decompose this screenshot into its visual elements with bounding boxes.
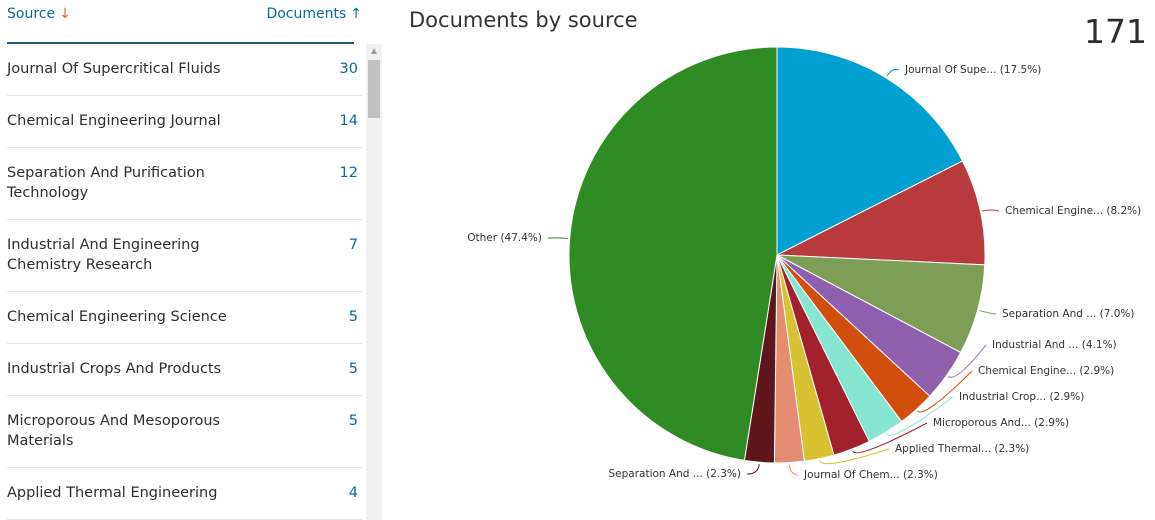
table-row[interactable]: Industrial Crops And Products 5 — [7, 344, 362, 396]
document-count[interactable]: 5 — [348, 413, 358, 429]
pie-slice[interactable] — [568, 46, 778, 462]
document-count[interactable]: 7 — [348, 237, 358, 253]
leader-line — [789, 464, 799, 476]
slice-label: Separation And ... (7.0%) — [1002, 308, 1135, 320]
leader-line — [547, 237, 568, 239]
table-row[interactable]: Separation And Purification Technology 1… — [7, 148, 362, 220]
leader-line — [982, 209, 1000, 212]
document-count[interactable]: 5 — [348, 309, 358, 325]
slice-label: Industrial Crop... (2.9%) — [959, 391, 1084, 403]
slice-label: Separation And ... (2.3%) — [609, 468, 742, 480]
source-name[interactable]: Industrial Crops And Products — [7, 361, 222, 377]
slice-label: Microporous And... (2.9%) — [933, 417, 1069, 429]
leader-line — [746, 464, 760, 475]
source-name[interactable]: Industrial And Engineering Chemistry Res… — [7, 237, 200, 273]
sort-ascending-icon: ↑ — [350, 6, 362, 22]
table-row[interactable]: Microporous And Mesoporous Materials 5 — [7, 396, 362, 468]
table-row[interactable]: Journal Of Supercritical Fluids 30 — [7, 44, 362, 96]
source-header-label: Source — [7, 6, 56, 22]
sort-descending-icon: ↓ — [59, 6, 71, 22]
slice-label: Chemical Engine... (2.9%) — [978, 365, 1114, 377]
source-name[interactable]: Microporous And Mesoporous Materials — [7, 413, 221, 449]
table-row[interactable]: Industrial And Engineering Chemistry Res… — [7, 220, 362, 292]
documents-header-label: Documents — [266, 6, 347, 22]
table-header: Source ↓ Documents ↑ — [7, 0, 362, 44]
table-row[interactable]: Applied Thermal Engineering 4 — [7, 468, 362, 520]
slice-label: Applied Thermal... (2.3%) — [895, 443, 1029, 455]
source-name[interactable]: Chemical Engineering Science — [7, 309, 227, 325]
leader-line — [886, 68, 900, 77]
chart-title: Documents by source — [409, 8, 638, 32]
source-name[interactable]: Separation And Purification Technology — [7, 165, 205, 201]
scroll-thumb[interactable] — [368, 60, 380, 118]
document-count[interactable]: 14 — [339, 113, 358, 129]
slice-label: Industrial And ... (4.1%) — [992, 339, 1117, 351]
slice-label: Chemical Engine... (8.2%) — [1005, 205, 1141, 217]
slice-label: Journal Of Chem... (2.3%) — [803, 469, 938, 481]
pie-slice[interactable] — [776, 46, 964, 256]
scroll-up-arrow-icon[interactable]: ▲ — [370, 46, 378, 55]
source-table: Source ↓ Documents ↑ Journal Of Supercri… — [0, 0, 383, 520]
pie-slice[interactable] — [775, 160, 986, 266]
source-column-header[interactable]: Source ↓ — [7, 6, 71, 22]
document-count[interactable]: 30 — [339, 61, 358, 77]
source-name[interactable]: Journal Of Supercritical Fluids — [7, 61, 221, 77]
table-scrollbar[interactable]: ▲ — [366, 44, 382, 520]
source-name[interactable]: Chemical Engineering Journal — [7, 113, 221, 129]
documents-column-header[interactable]: Documents ↑ — [266, 6, 362, 22]
table-row[interactable]: Chemical Engineering Science 5 — [7, 292, 362, 344]
table-row[interactable]: Chemical Engineering Journal 14 — [7, 96, 362, 148]
slice-label: Journal Of Supe... (17.5%) — [904, 64, 1041, 76]
document-count[interactable]: 5 — [348, 361, 358, 377]
total-documents: 171 — [1084, 12, 1147, 51]
leader-line — [979, 310, 997, 315]
slice-label: Other (47.4%) — [467, 232, 542, 244]
document-count[interactable]: 4 — [348, 485, 358, 501]
document-count[interactable]: 12 — [339, 165, 358, 181]
source-name[interactable]: Applied Thermal Engineering — [7, 485, 218, 501]
